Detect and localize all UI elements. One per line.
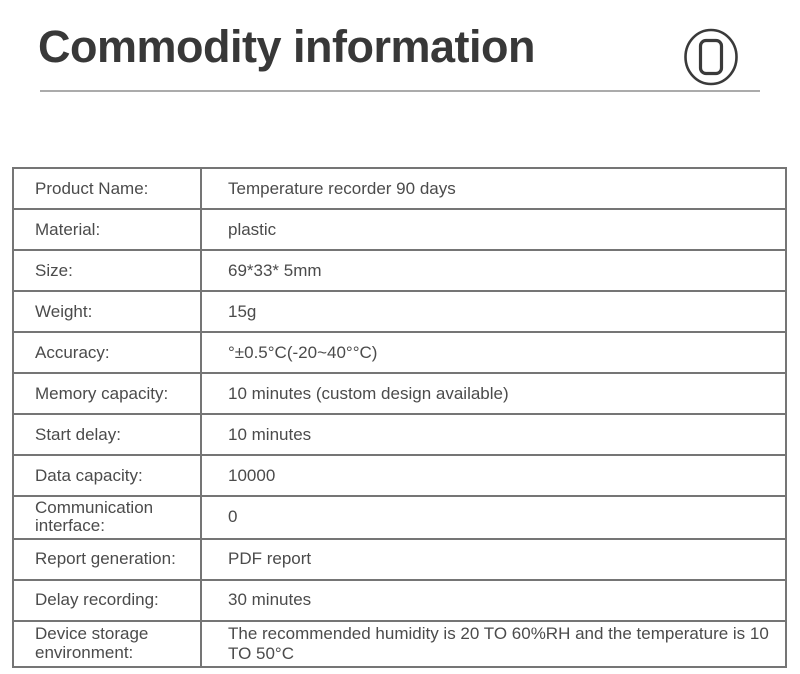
table-row: Report generation: PDF report (12, 537, 787, 581)
spec-value: °±0.5°C(-20~40°°C) (200, 331, 787, 374)
spec-value: PDF report (200, 537, 787, 581)
spec-label: Device storage environment: (12, 619, 202, 668)
spec-label: Delay recording: (12, 578, 202, 622)
spec-value: 69*33* 5mm (200, 249, 787, 292)
spec-label: Communication interface: (12, 495, 202, 540)
spec-value: 30 minutes (200, 578, 787, 622)
page-title: Commodity information (38, 21, 535, 72)
table-row: Communication interface: 0 (12, 495, 787, 540)
spec-label: Accuracy: (12, 331, 202, 374)
table-row: Accuracy: °±0.5°C(-20~40°°C) (12, 331, 787, 374)
table-row: Weight: 15g (12, 290, 787, 333)
spec-label: Size: (12, 249, 202, 292)
spec-value: 10000 (200, 454, 787, 497)
table-row: Delay recording: 30 minutes (12, 578, 787, 622)
table-row: Data capacity: 10000 (12, 454, 787, 497)
table-row: Material: plastic (12, 208, 787, 251)
device-recorder-icon (683, 28, 739, 86)
spec-table: Product Name: Temperature recorder 90 da… (12, 167, 787, 668)
spec-label: Weight: (12, 290, 202, 333)
table-row: Start delay: 10 minutes (12, 413, 787, 456)
spec-label: Start delay: (12, 413, 202, 456)
spec-value: 15g (200, 290, 787, 333)
table-row: Size: 69*33* 5mm (12, 249, 787, 292)
spec-value: 10 minutes (200, 413, 787, 456)
spec-label: Material: (12, 208, 202, 251)
spec-label: Data capacity: (12, 454, 202, 497)
table-row: Memory capacity: 10 minutes (custom desi… (12, 372, 787, 415)
spec-value: 0 (200, 495, 787, 540)
table-row: Device storage environment: The recommen… (12, 619, 787, 668)
spec-value: 10 minutes (custom design available) (200, 372, 787, 415)
header-divider (40, 90, 760, 92)
spec-value: The recommended humidity is 20 TO 60%RH … (200, 619, 787, 668)
spec-label: Product Name: (12, 167, 202, 210)
spec-label: Memory capacity: (12, 372, 202, 415)
spec-value: plastic (200, 208, 787, 251)
table-row: Product Name: Temperature recorder 90 da… (12, 167, 787, 210)
spec-value: Temperature recorder 90 days (200, 167, 787, 210)
spec-label: Report generation: (12, 537, 202, 581)
